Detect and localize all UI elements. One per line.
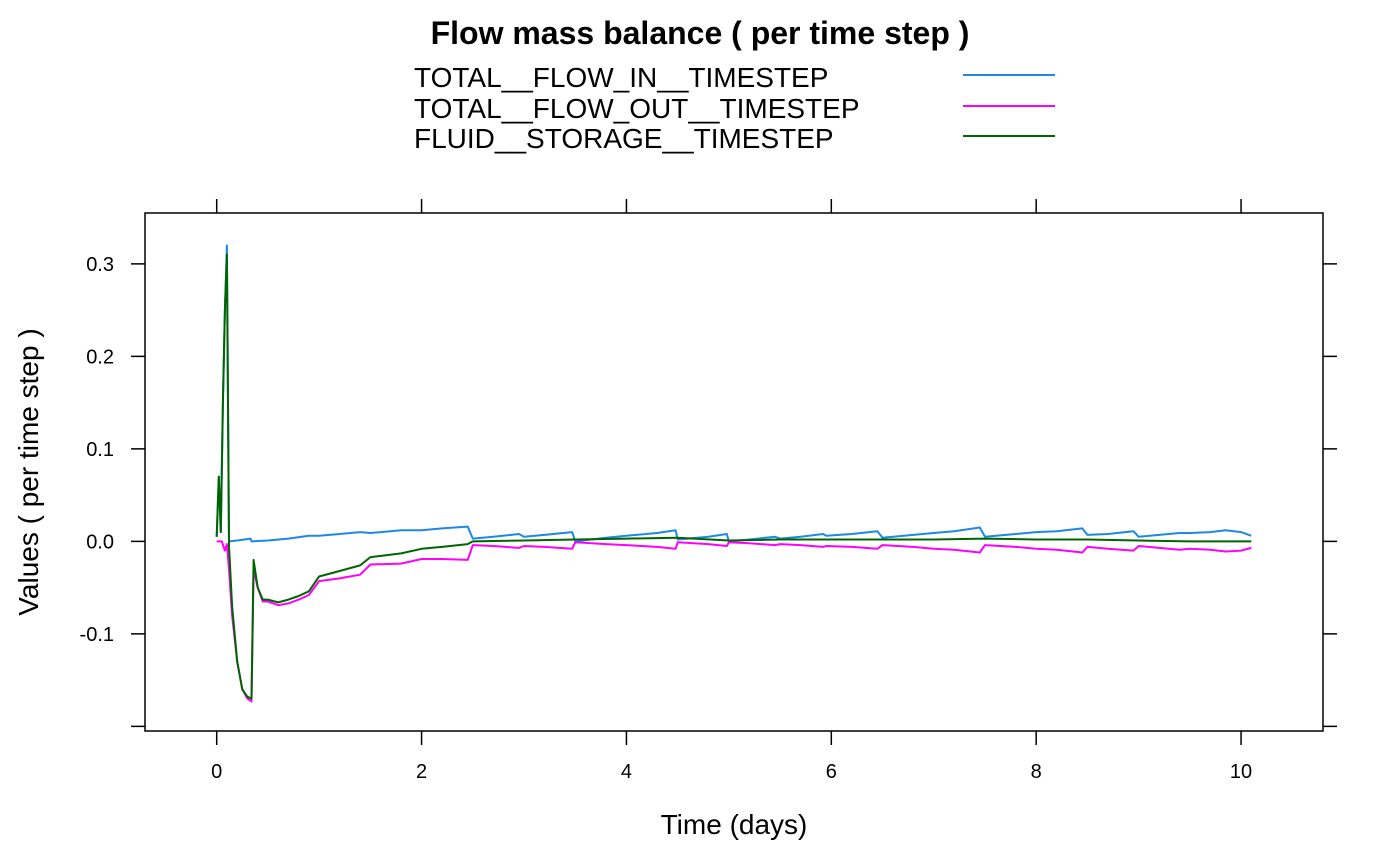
- series-line-2: [215, 253, 1252, 700]
- chart-title: Flow mass balance ( per time step ): [431, 15, 970, 51]
- y-tick-label: 0.3: [86, 254, 114, 276]
- legend-label-1: TOTAL__FLOW_OUT__TIMESTEP: [414, 93, 860, 124]
- legend-label-2: FLUID__STORAGE__TIMESTEP: [414, 123, 834, 154]
- y-tick-label: 0.0: [86, 531, 114, 553]
- series-line-0: [215, 244, 1252, 543]
- x-tick-label: 10: [1230, 761, 1252, 783]
- x-axis-label: Time (days): [661, 809, 808, 840]
- y-axis-label: Values ( per time step ): [13, 328, 44, 615]
- series-line-1: [216, 540, 1252, 703]
- y-axis: 0.3 0.2 0.1 0.0 -0.1: [80, 254, 1337, 728]
- y-tick-label: 0.1: [86, 439, 114, 461]
- legend: TOTAL__FLOW_IN__TIMESTEP TOTAL__FLOW_OUT…: [414, 62, 1055, 154]
- x-tick-label: 2: [416, 761, 427, 783]
- x-tick-label: 4: [621, 761, 632, 783]
- x-tick-label: 8: [1031, 761, 1042, 783]
- legend-label-0: TOTAL__FLOW_IN__TIMESTEP: [414, 62, 828, 93]
- series-layer: [215, 244, 1252, 703]
- y-tick-label: 0.2: [86, 346, 114, 368]
- y-tick-label: -0.1: [80, 624, 114, 646]
- plot-frame: [144, 212, 1324, 732]
- x-tick-label: 0: [211, 761, 222, 783]
- x-axis: 0 2 4 6 8 10: [211, 199, 1252, 783]
- x-tick-label: 6: [826, 761, 837, 783]
